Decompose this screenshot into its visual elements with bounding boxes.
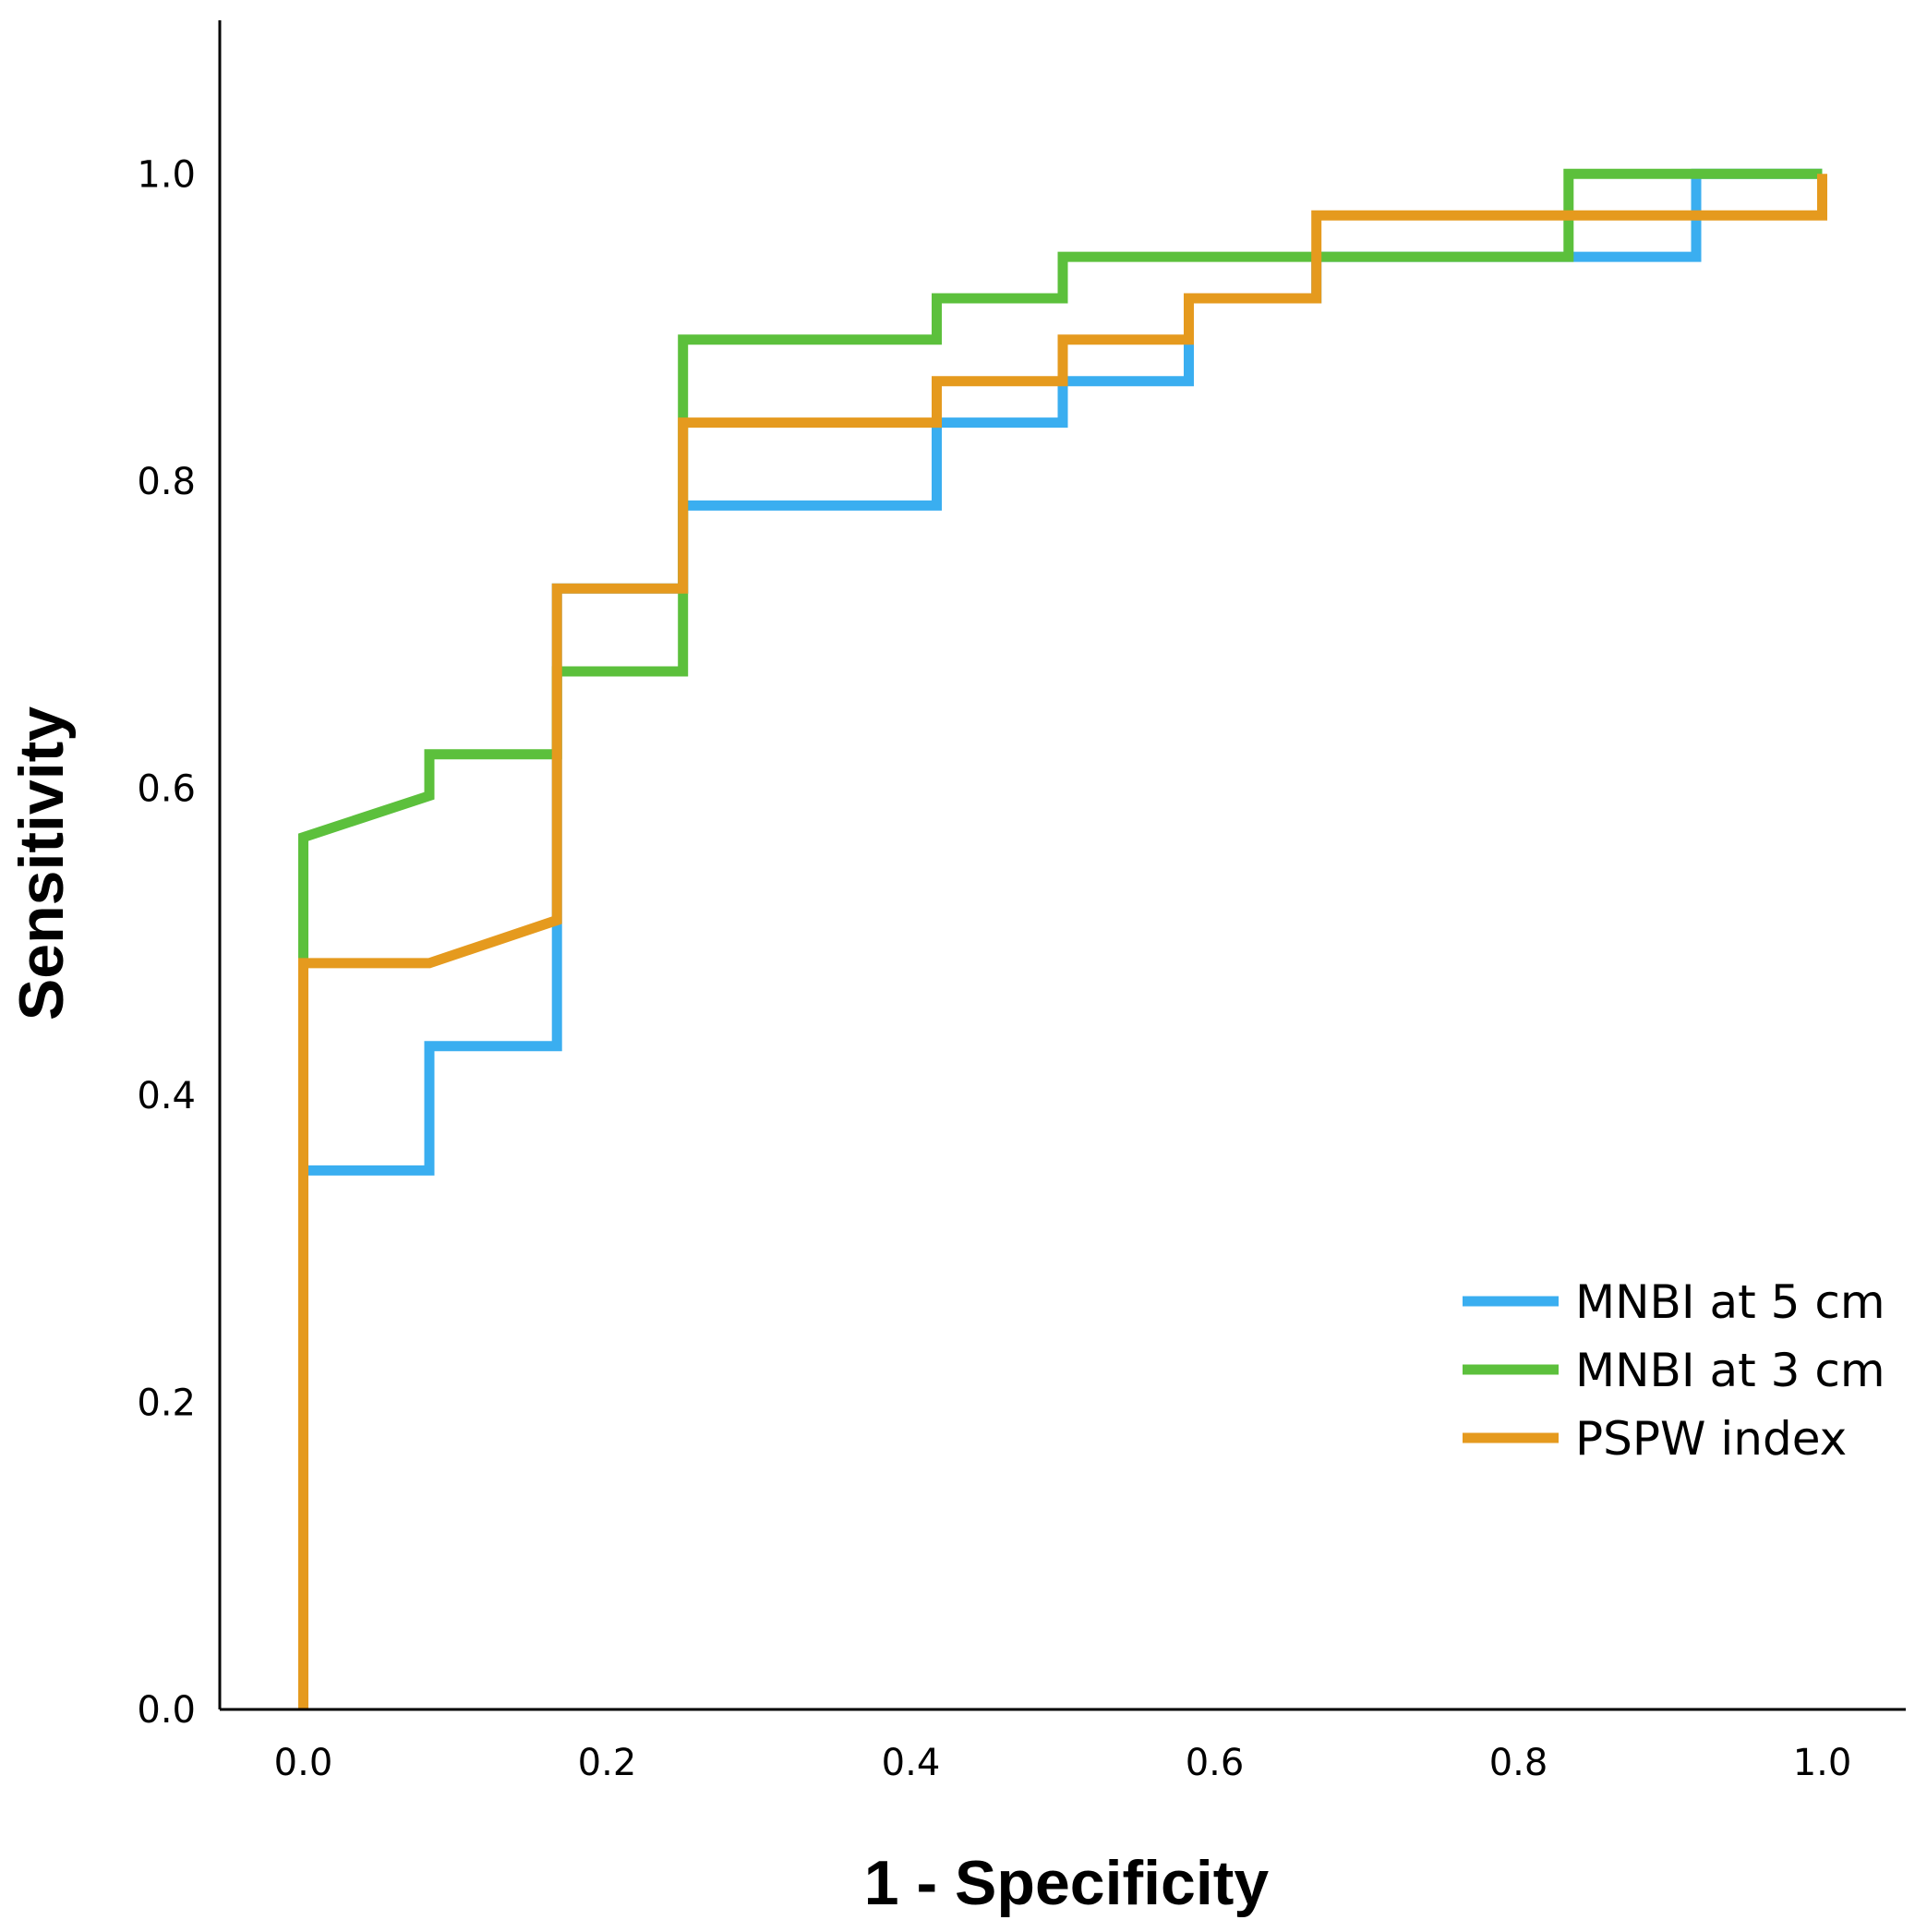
x-tick-label: 1.0 (1793, 1742, 1852, 1784)
series-line-2 (298, 168, 1823, 1709)
y-tick-label: 1.0 (137, 153, 196, 196)
x-tick-label: 0.0 (274, 1742, 333, 1784)
y-tick-label: 0.0 (137, 1689, 196, 1732)
y-tick-label: 0.2 (137, 1382, 196, 1424)
y-tick-label: 0.8 (137, 461, 196, 503)
y-tick-label: 0.4 (137, 1075, 196, 1117)
series-layer (298, 168, 1827, 1709)
x-tick-label: 0.2 (578, 1742, 637, 1784)
y-tick-labels: 0.0 0.2 0.4 0.6 0.8 1.0 (137, 153, 196, 1732)
legend-label: MNBI at 5 cm (1575, 1275, 1885, 1329)
x-axis-title: 1 - Specificity (864, 1848, 1270, 1918)
series-line-1 (298, 168, 1823, 1709)
y-tick-label: 0.6 (137, 767, 196, 810)
legend-label: MNBI at 3 cm (1575, 1344, 1885, 1397)
x-tick-label: 0.4 (882, 1742, 941, 1784)
x-tick-labels: 0.0 0.2 0.4 0.6 0.8 1.0 (274, 1742, 1852, 1784)
x-tick-label: 0.6 (1186, 1742, 1245, 1784)
legend: MNBI at 5 cm MNBI at 3 cm PSPW index (1463, 1275, 1885, 1466)
series-line-3 (298, 174, 1827, 1709)
legend-label: PSPW index (1575, 1412, 1847, 1466)
x-tick-label: 0.8 (1489, 1742, 1548, 1784)
y-axis-title: Sensitivity (6, 706, 77, 1020)
